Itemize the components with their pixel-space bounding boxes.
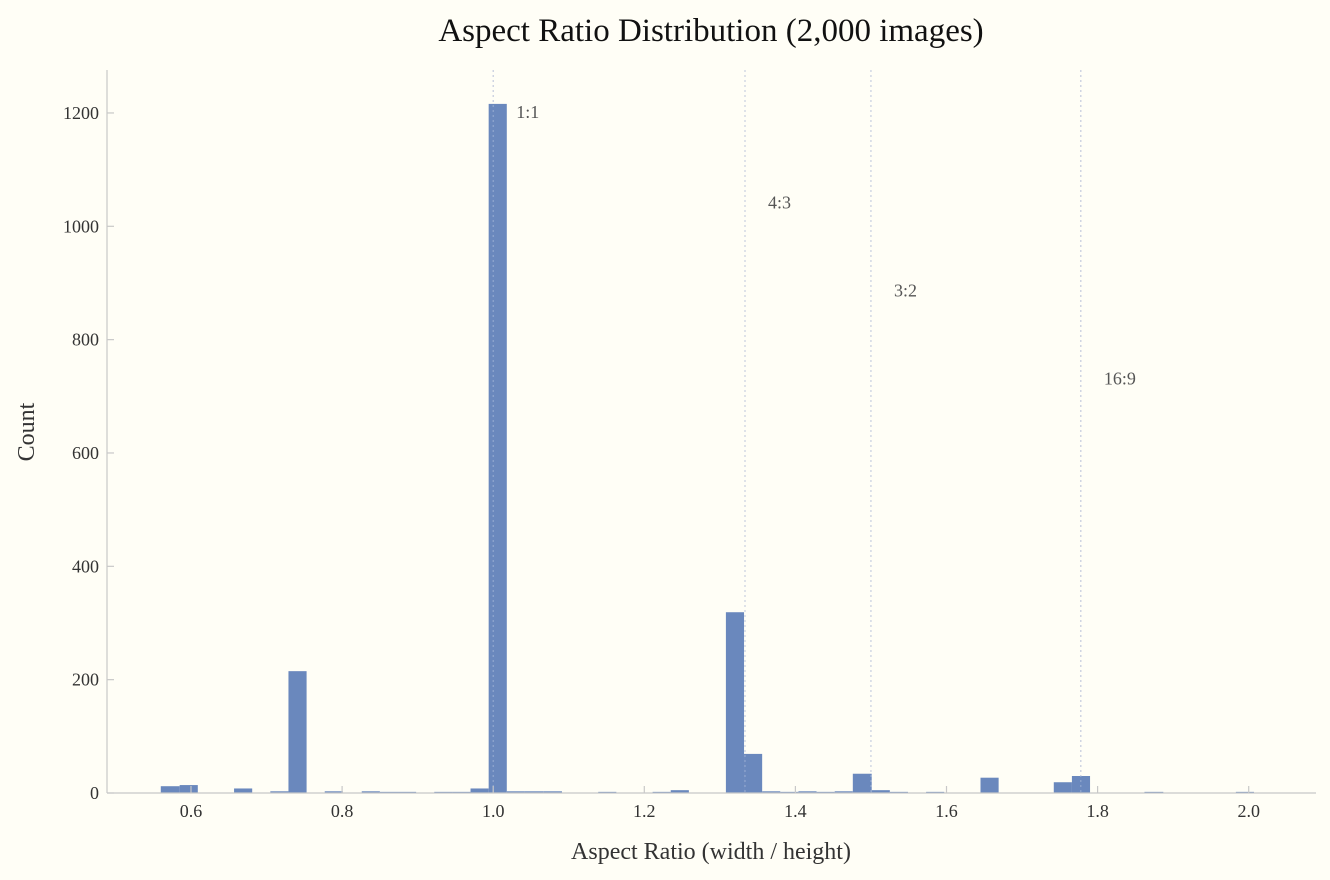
y-axis-ticks: 0 200 400 600 800 1000 1200 xyxy=(63,103,114,803)
histogram-bar xyxy=(524,791,544,793)
y-tick-label: 1000 xyxy=(63,216,99,236)
histogram-bar xyxy=(179,785,198,793)
chart-title: Aspect Ratio Distribution (2,000 images) xyxy=(438,13,983,49)
y-axis-label: Count xyxy=(14,402,40,461)
histogram-bar xyxy=(670,790,689,793)
histogram-bar xyxy=(361,791,380,793)
x-tick-label: 1.4 xyxy=(784,801,807,821)
reference-lines xyxy=(492,70,1082,793)
x-axis-label: Aspect Ratio (width / height) xyxy=(571,839,851,865)
reference-label: 16:9 xyxy=(1104,368,1136,388)
x-tick-label: 1.6 xyxy=(935,801,958,821)
y-tick-label: 1200 xyxy=(63,103,99,123)
y-tick-label: 800 xyxy=(72,330,99,350)
histogram-bar xyxy=(798,791,817,793)
reference-label: 1:1 xyxy=(516,102,539,122)
histogram-bar xyxy=(834,791,853,793)
histogram-bar xyxy=(288,671,307,793)
histogram-bar xyxy=(506,791,525,793)
histogram-bar xyxy=(744,753,763,793)
y-tick-label: 400 xyxy=(72,556,99,576)
y-tick-label: 0 xyxy=(90,783,99,803)
histogram-bar xyxy=(980,777,999,793)
histogram-bar xyxy=(270,791,289,793)
histogram-bars xyxy=(160,103,1254,793)
histogram-bar xyxy=(871,790,890,793)
histogram-bar xyxy=(852,773,872,793)
y-tick-label: 200 xyxy=(72,670,99,690)
histogram-bar xyxy=(470,788,489,793)
reference-annotations: 1:1 4:3 3:2 16:9 xyxy=(492,70,1136,793)
x-tick-label: 2.0 xyxy=(1237,801,1260,821)
histogram-bar xyxy=(234,788,253,793)
histogram-bar xyxy=(1071,775,1091,793)
x-tick-label: 0.8 xyxy=(331,801,354,821)
histogram-bar xyxy=(762,791,781,793)
x-axis-ticks: 0.6 0.8 1.0 1.2 1.4 1.6 1.8 2.0 xyxy=(180,786,1260,821)
y-tick-label: 600 xyxy=(72,443,99,463)
reference-label: 3:2 xyxy=(894,280,917,300)
histogram-bar xyxy=(160,786,180,793)
reference-label: 4:3 xyxy=(768,193,791,213)
histogram-bar xyxy=(488,103,507,793)
histogram-bar xyxy=(1053,782,1072,793)
histogram-bar xyxy=(324,791,343,793)
histogram-bar xyxy=(543,791,562,793)
x-tick-label: 1.2 xyxy=(633,801,656,821)
x-tick-label: 0.6 xyxy=(180,801,203,821)
x-tick-label: 1.8 xyxy=(1086,801,1109,821)
x-tick-label: 1.0 xyxy=(482,801,505,821)
histogram-bar xyxy=(725,612,745,793)
